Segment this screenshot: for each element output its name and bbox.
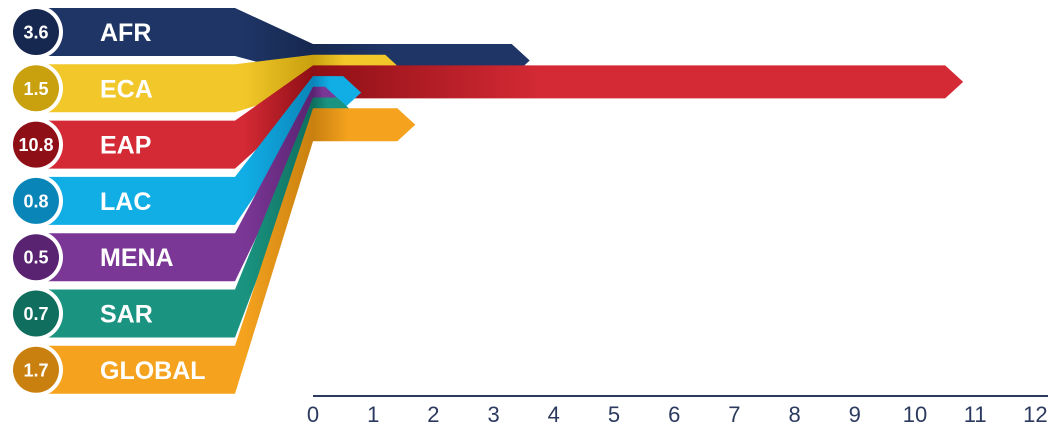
- value-badge: [13, 177, 59, 224]
- category-label: EAP: [100, 132, 151, 160]
- ribbon-mena: [36, 86, 313, 282]
- x-tick-label: 1: [367, 402, 379, 426]
- labels-layer: 3.6 AFR 1.5 ECA 10.8 EAP 0.8 LAC 0.5 MENA 0.7 SAR 1.…: [9, 5, 206, 397]
- ribbon-global: [36, 108, 313, 394]
- x-tick-label: 12: [1023, 402, 1047, 426]
- x-tick-label: 8: [788, 402, 800, 426]
- ribbon-eca: [36, 54, 313, 113]
- value-badge: [13, 65, 59, 112]
- data-label: 0.5: [23, 248, 48, 268]
- category-label: AFR: [100, 19, 151, 47]
- x-tick-label: 7: [728, 402, 740, 426]
- ribbon-afr: [36, 8, 313, 77]
- x-tick-label: 2: [427, 402, 439, 426]
- x-tick-label: 9: [849, 402, 861, 426]
- x-tick-label: 6: [668, 402, 680, 426]
- category-label: ECA: [100, 75, 153, 103]
- x-tick-label: 0: [307, 402, 319, 426]
- category-label: LAC: [100, 188, 151, 216]
- data-label: 1.5: [23, 79, 48, 99]
- ribbon-lac: [36, 76, 313, 225]
- bars-layer: [313, 44, 964, 142]
- bar-global: [313, 108, 416, 142]
- data-label: 10.8: [18, 135, 53, 155]
- category-label: GLOBAL: [100, 357, 206, 385]
- value-badge: [13, 346, 59, 393]
- ribbons-layer: [36, 8, 313, 394]
- category-label: MENA: [100, 244, 174, 272]
- data-label: 3.6: [23, 23, 48, 43]
- x-tick-label: 3: [487, 402, 499, 426]
- data-label: 0.8: [23, 191, 48, 211]
- ribbon-sar: [36, 97, 313, 338]
- value-badge: [13, 121, 59, 168]
- data-label: 0.7: [23, 304, 48, 324]
- x-tick-label: 4: [548, 402, 560, 426]
- x-tick-label: 10: [903, 402, 927, 426]
- data-label: 1.7: [23, 360, 48, 380]
- x-tick-label: 5: [608, 402, 620, 426]
- category-label: SAR: [100, 301, 153, 329]
- x-axis: 0 1 2 3 4 5 6 7 8 9 10 11 12: [307, 395, 1048, 426]
- x-tick-label: 11: [964, 402, 987, 426]
- bar-eap: [313, 65, 964, 99]
- value-badge: [13, 290, 59, 337]
- ribbon-eap: [36, 65, 313, 169]
- value-badge: [13, 9, 59, 55]
- value-badge: [13, 234, 59, 281]
